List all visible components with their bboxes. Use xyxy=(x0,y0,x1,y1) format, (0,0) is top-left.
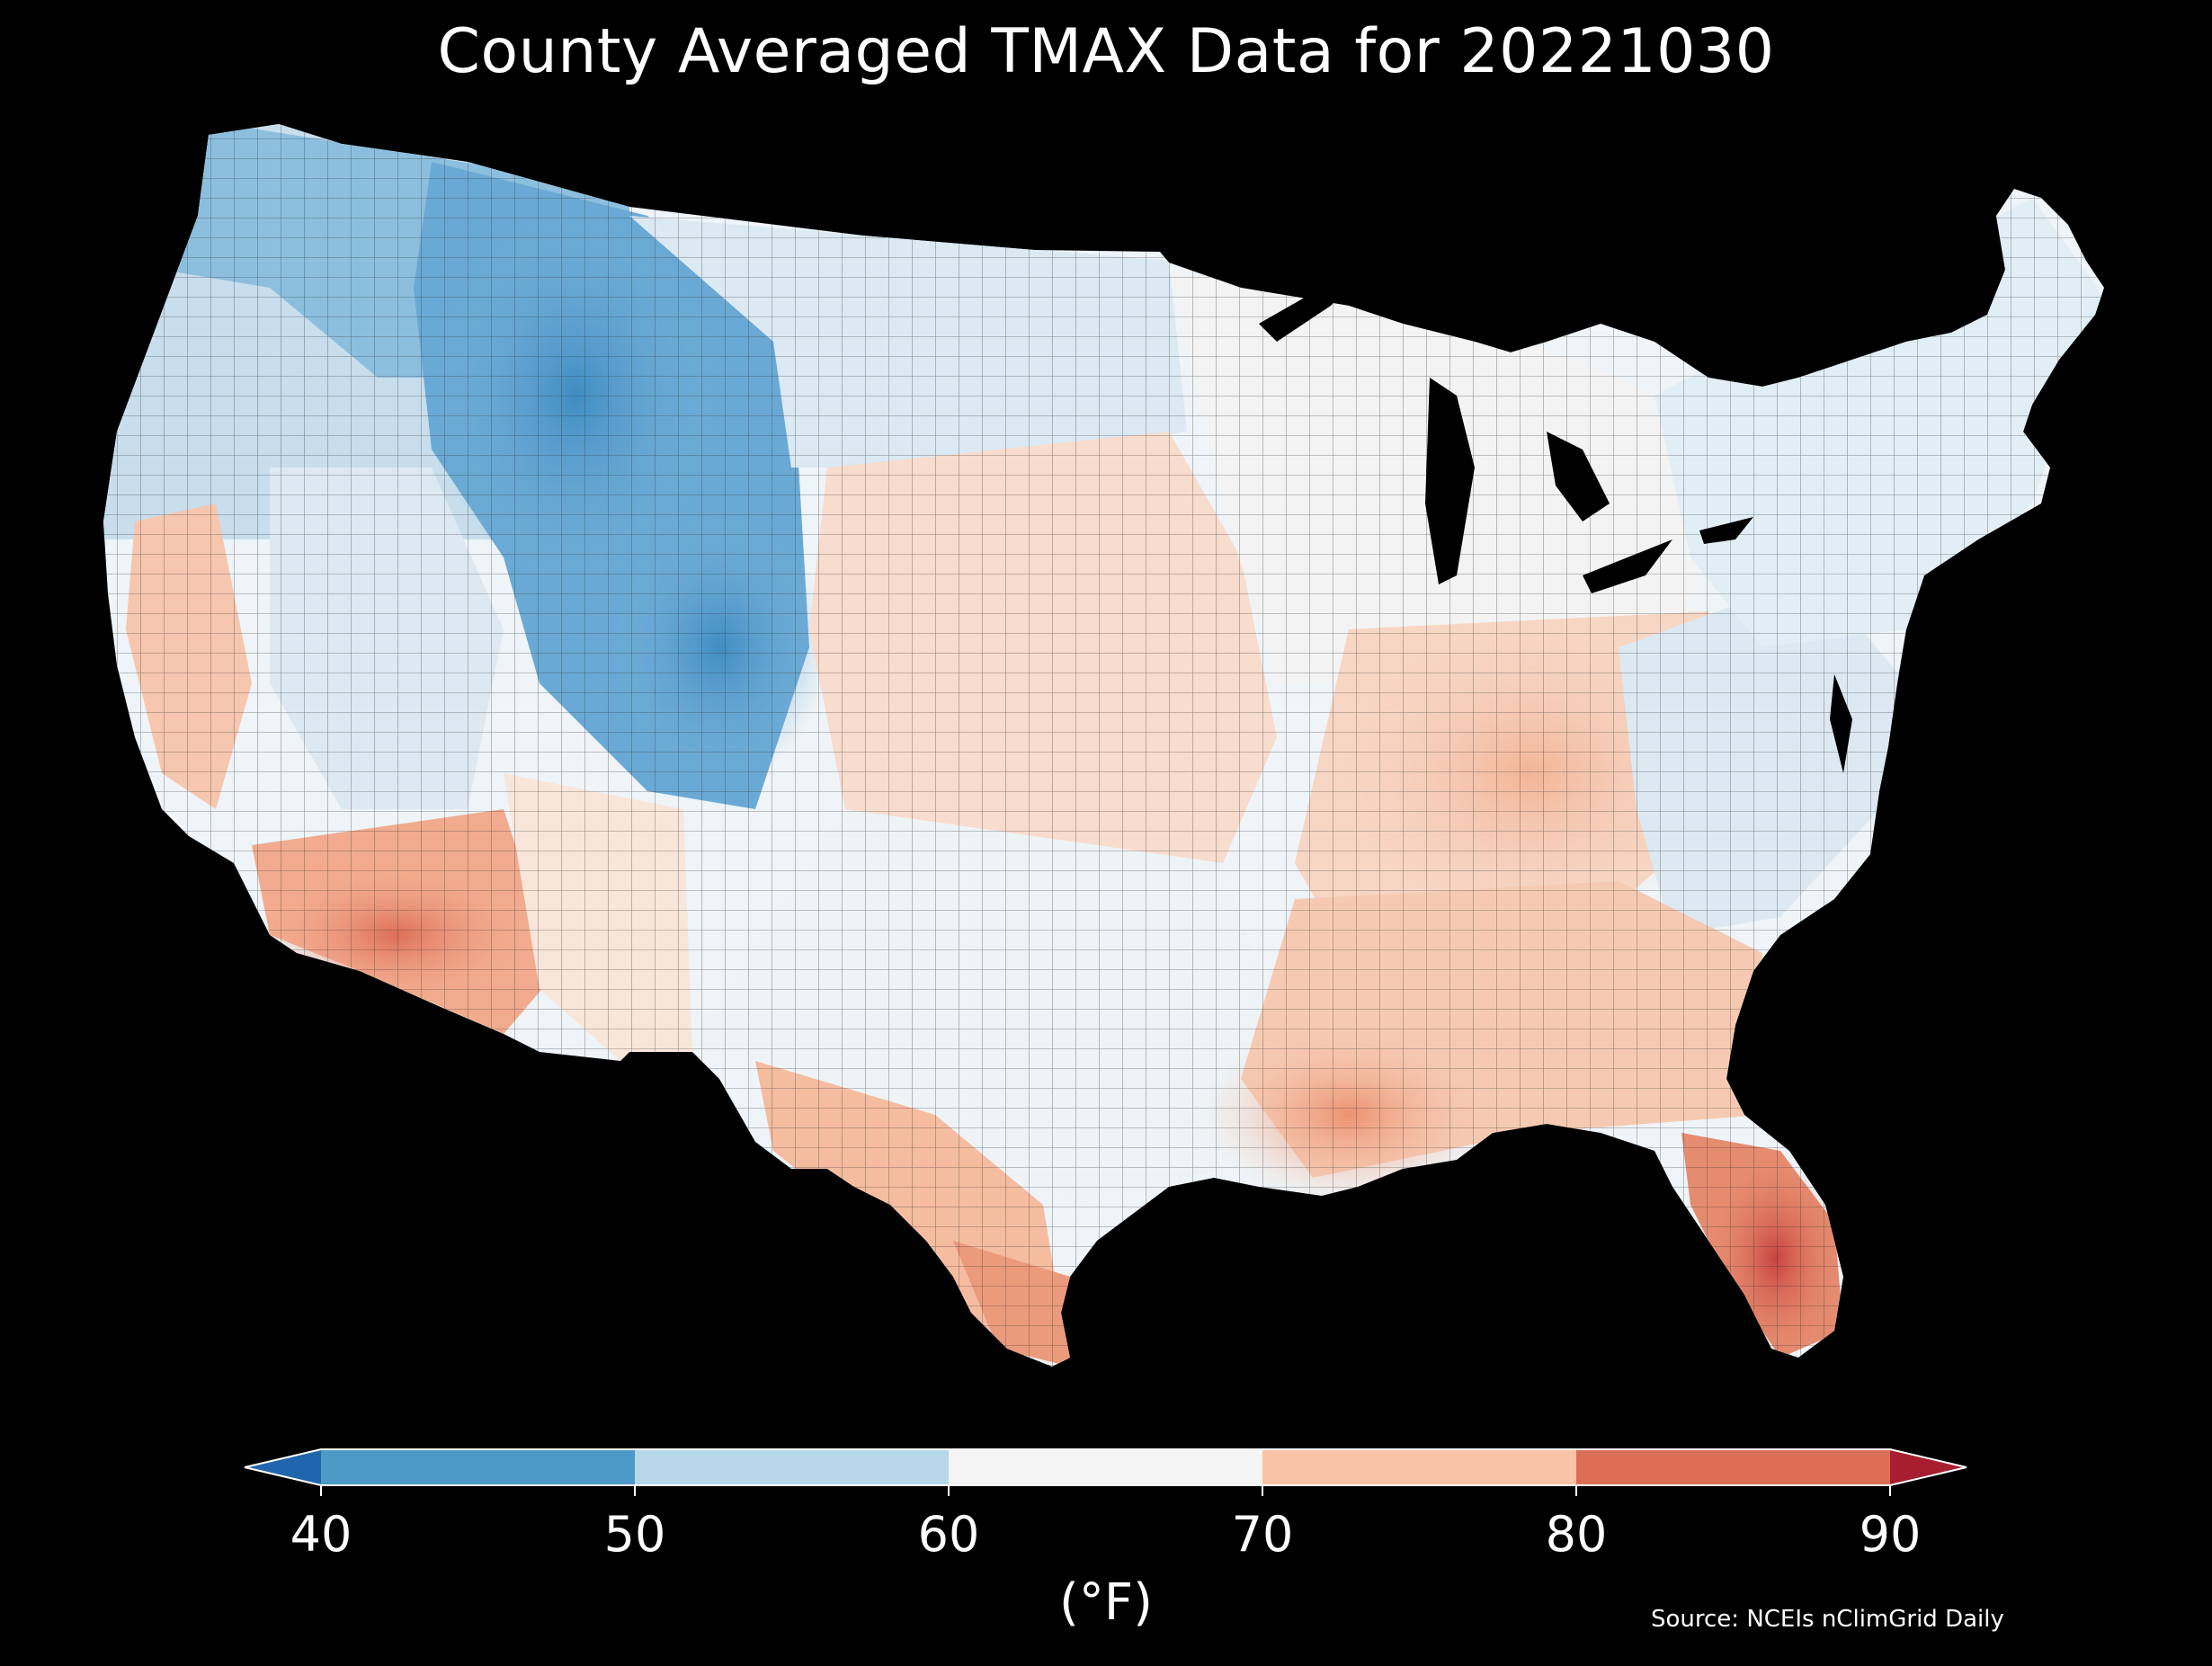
colorbar xyxy=(244,1448,1967,1496)
colorbar-bin xyxy=(635,1449,949,1485)
colorbar-units: (°F) xyxy=(1059,1573,1153,1632)
colorbar-bin xyxy=(1576,1449,1890,1485)
colorbar-tick-label: 40 xyxy=(290,1506,352,1563)
colorbar-over-arrow xyxy=(1890,1449,1967,1485)
colorbar-tick-label: 90 xyxy=(1859,1506,1922,1563)
source-credit: Source: NCEIs nClimGrid Daily xyxy=(1651,1606,2004,1633)
colorbar-bin xyxy=(1262,1449,1576,1485)
colorbar-tick-label: 50 xyxy=(603,1506,666,1563)
colorbar-tick-label: 60 xyxy=(917,1506,980,1563)
colorbar-under-arrow xyxy=(245,1449,321,1485)
colorbar-bin xyxy=(949,1449,1262,1485)
colorbar-tick-label: 80 xyxy=(1545,1506,1608,1563)
map-title: County Averaged TMAX Data for 20221030 xyxy=(437,16,1775,87)
colorbar-bin xyxy=(321,1449,635,1485)
colorbar-tick-label: 70 xyxy=(1231,1506,1294,1563)
